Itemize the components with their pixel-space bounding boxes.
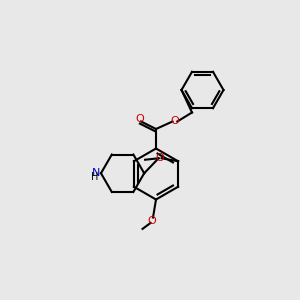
Text: N: N <box>92 168 100 178</box>
Text: O: O <box>147 215 156 226</box>
Text: O: O <box>156 153 164 163</box>
Text: O: O <box>170 116 179 127</box>
Text: H: H <box>91 172 98 182</box>
Text: O: O <box>135 114 144 124</box>
